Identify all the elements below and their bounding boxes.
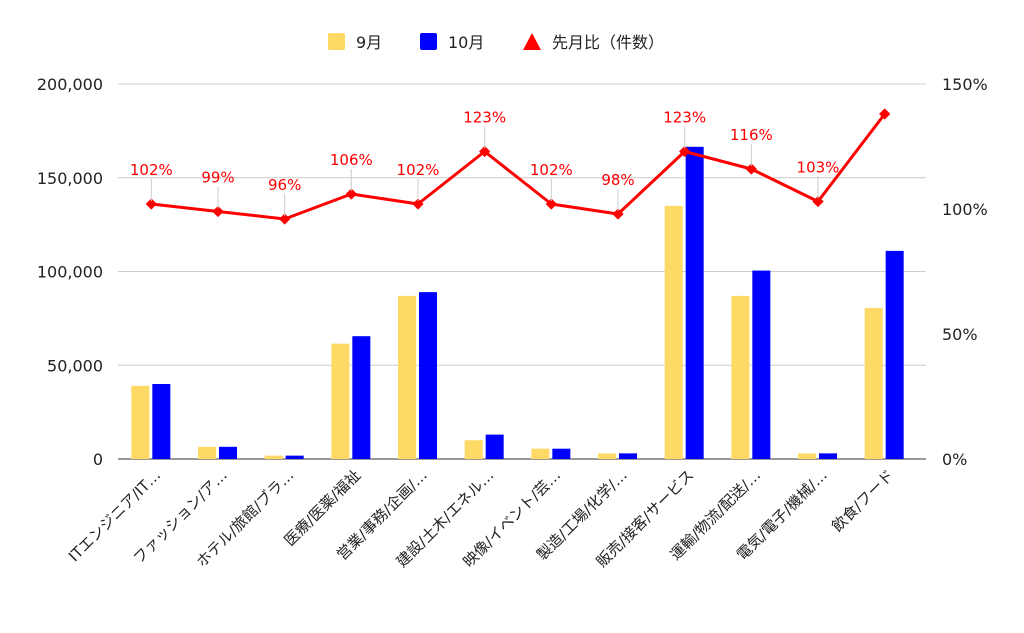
bar-oct — [819, 453, 837, 459]
bar-sep — [798, 453, 816, 459]
ratio-point — [279, 213, 291, 225]
ratio-point — [679, 145, 691, 158]
bar-oct — [219, 446, 237, 459]
ratio-label: 116% — [730, 126, 773, 144]
legend: 9月 10月 先月比（件数） — [328, 33, 664, 52]
ratio-label: 96% — [268, 176, 301, 194]
bar-oct — [285, 455, 304, 459]
ratio-point — [812, 195, 824, 208]
ratio-label: 123% — [463, 109, 506, 127]
bar-oct — [552, 448, 571, 459]
ratio-line-series — [145, 108, 891, 225]
ratio-label: 102% — [130, 161, 173, 179]
ratio-point — [545, 198, 557, 210]
bar-sep — [264, 455, 283, 459]
right-tick-label: 50% — [942, 325, 978, 344]
category-label: 飲食/フード — [828, 466, 897, 535]
bar-sep — [664, 205, 683, 459]
left-tick-label: 200,000 — [37, 75, 103, 94]
ratio-label: 123% — [663, 109, 706, 127]
bar-sep — [531, 448, 550, 459]
bar-sep — [198, 446, 216, 459]
bar-oct — [419, 292, 437, 459]
legend-label: 先月比（件数） — [552, 33, 664, 52]
bar-oct — [752, 270, 771, 459]
left-tick-label: 100,000 — [37, 263, 103, 282]
bar-sep — [464, 440, 483, 459]
ratio-point — [145, 198, 157, 210]
ratio-label: 98% — [601, 171, 634, 189]
gridlines — [118, 83, 926, 460]
left-tick-label: 150,000 — [37, 169, 103, 188]
right-tick-label: 150% — [942, 75, 988, 94]
legend-swatch — [328, 33, 345, 50]
bar-sep — [398, 295, 416, 459]
bar-oct — [885, 250, 904, 459]
left-axis: 0 50,000 100,000 150,000 200,000 — [37, 75, 103, 469]
ratio-label: 103% — [797, 159, 840, 177]
bar-series — [131, 146, 904, 459]
ratio-labels: 102% 99% 96% 106% 102% 123% 102% 98% 123% 116% 103… — [130, 109, 840, 216]
ratio-point — [345, 188, 357, 200]
legend-swatch — [420, 33, 437, 50]
right-axis: 0% 50% 100% 150% — [942, 75, 988, 469]
legend-swatch — [523, 33, 541, 50]
ratio-point — [212, 205, 224, 218]
ratio-line — [151, 113, 886, 221]
bar-sep — [131, 385, 150, 459]
right-tick-label: 0% — [942, 450, 967, 469]
bar-sep — [731, 295, 750, 459]
ratio-label: 102% — [530, 161, 573, 179]
ratio-point — [479, 145, 491, 158]
right-tick-label: 100% — [942, 200, 988, 219]
bar-oct — [485, 434, 504, 459]
bar-sep — [331, 343, 350, 459]
ratio-point — [412, 198, 424, 210]
bar-oct — [685, 146, 704, 459]
ratio-label: 102% — [397, 161, 440, 179]
ratio-point — [745, 163, 757, 175]
left-tick-label: 0 — [93, 450, 103, 469]
bar-sep — [598, 453, 616, 459]
ratio-point — [612, 208, 624, 220]
ratio-label: 99% — [201, 169, 234, 187]
legend-label: 9月 — [356, 33, 382, 52]
category-axis: ITエンジニア/IT…ファッション/ア…ホテル/旅館/ブラ…医療/医薬/福祉営業… — [65, 466, 897, 571]
bar-oct — [619, 453, 637, 459]
ratio-label: 106% — [330, 151, 373, 169]
legend-label: 10月 — [448, 33, 484, 52]
bar-sep — [864, 308, 883, 459]
left-tick-label: 50,000 — [47, 356, 103, 375]
bar-oct — [352, 336, 371, 459]
bar-oct — [152, 384, 171, 459]
